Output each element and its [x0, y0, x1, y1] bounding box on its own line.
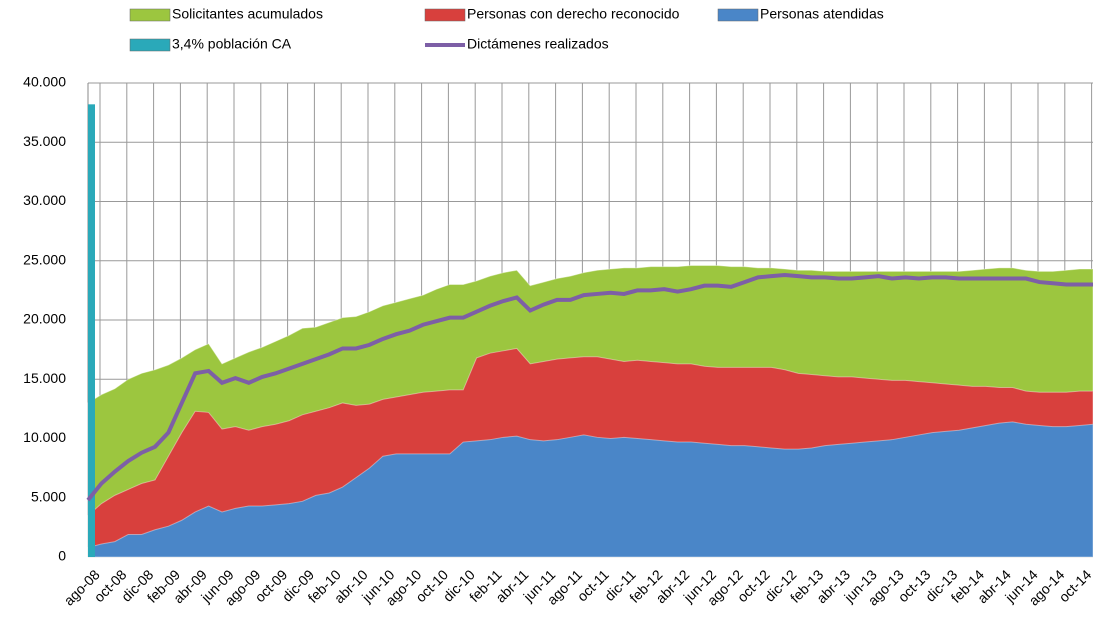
y-tick-label: 40.000 — [23, 74, 66, 90]
legend-label: Dictámenes realizados — [467, 36, 609, 52]
y-tick-label: 35.000 — [23, 133, 66, 149]
legend-swatch — [129, 38, 171, 52]
legend-label: 3,4% población CA — [172, 36, 292, 52]
legend-label: Personas atendidas — [760, 6, 884, 22]
legend-swatch — [129, 8, 171, 22]
legend-label: Personas con derecho reconocido — [467, 6, 680, 22]
y-tick-label: 15.000 — [23, 370, 66, 386]
legend-swatch — [424, 8, 466, 22]
y-tick-label: 20.000 — [23, 311, 66, 327]
area — [87, 421, 1094, 558]
y-tick-label: 30.000 — [23, 192, 66, 208]
legend-label: Solicitantes acumulados — [172, 6, 323, 22]
bar — [88, 104, 95, 557]
y-tick-label: 5.000 — [31, 488, 66, 504]
y-tick-label: 0 — [58, 548, 66, 564]
line — [86, 272, 1093, 502]
y-tick-label: 10.000 — [23, 429, 66, 445]
legend-swatch — [717, 8, 759, 22]
y-tick-label: 25.000 — [23, 251, 66, 267]
